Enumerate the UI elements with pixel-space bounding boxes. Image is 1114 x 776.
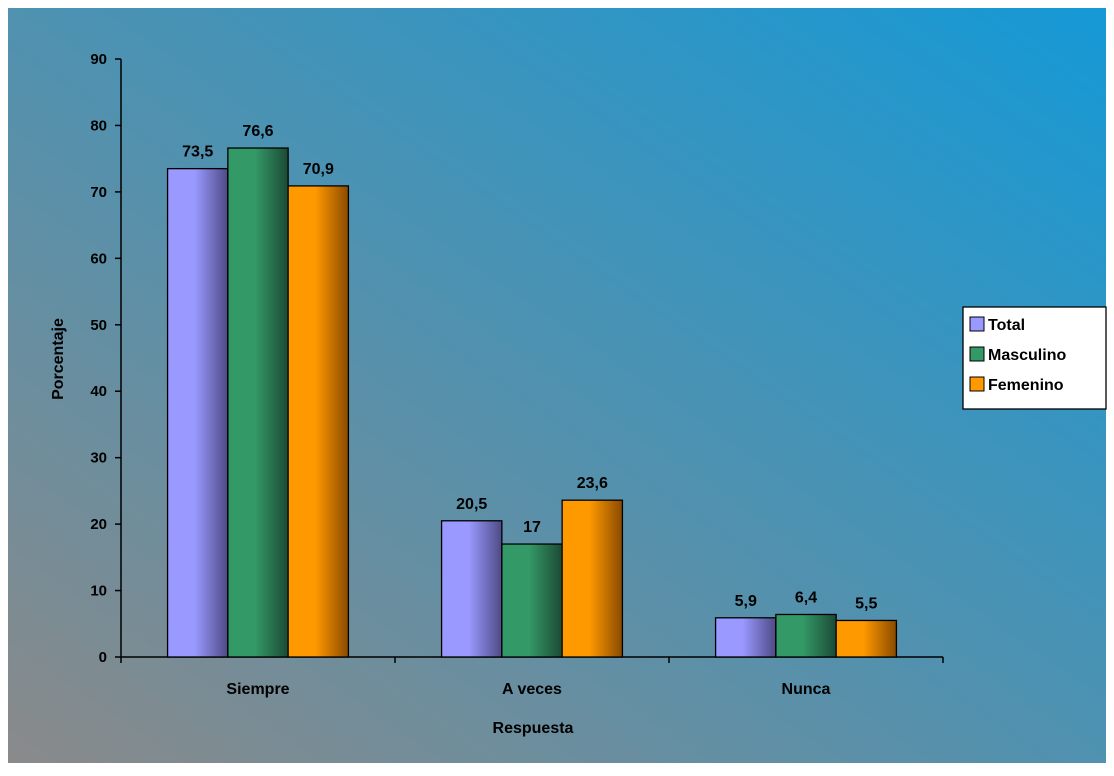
x-tick-label: Siempre bbox=[226, 681, 289, 698]
data-label: 70,9 bbox=[303, 161, 334, 178]
y-axis-label: Porcentaje bbox=[50, 318, 67, 400]
y-tick-label: 70 bbox=[90, 184, 107, 201]
y-tick-label: 0 bbox=[99, 649, 107, 666]
y-tick-label: 30 bbox=[90, 450, 107, 467]
legend-label-femenino: Femenino bbox=[988, 377, 1064, 394]
bar-total-0 bbox=[166, 167, 229, 658]
legend: Total Masculino Femenino bbox=[962, 306, 1107, 410]
data-label: 73,5 bbox=[182, 144, 213, 161]
y-tick-label: 50 bbox=[90, 317, 107, 334]
bar-masculino-1 bbox=[501, 543, 563, 658]
legend-box bbox=[962, 306, 1107, 410]
x-tick-label: A veces bbox=[502, 681, 562, 698]
legend-swatch-total bbox=[969, 316, 985, 332]
bar-masculino-0 bbox=[227, 147, 289, 658]
data-label: 76,6 bbox=[242, 123, 273, 140]
y-tick-label: 80 bbox=[90, 117, 107, 134]
data-label: 6,4 bbox=[795, 589, 817, 606]
y-tick-label: 90 bbox=[90, 51, 107, 68]
legend-swatch-femenino bbox=[969, 376, 985, 392]
x-axis-label: Respuesta bbox=[493, 720, 574, 737]
x-tick-label: Nunca bbox=[782, 681, 831, 698]
data-label: 23,6 bbox=[577, 475, 608, 492]
data-label: 20,5 bbox=[456, 496, 487, 513]
data-label: 5,5 bbox=[855, 595, 877, 612]
bar-femenino-1 bbox=[561, 499, 624, 658]
legend-label-masculino: Masculino bbox=[988, 347, 1066, 364]
bar-masculino-2 bbox=[775, 613, 837, 658]
bar-femenino-0 bbox=[287, 185, 350, 658]
bar-total-2 bbox=[714, 617, 777, 658]
legend-swatch-masculino bbox=[969, 346, 985, 362]
y-tick-label: 40 bbox=[90, 383, 107, 400]
bar-total-1 bbox=[440, 520, 503, 658]
bar-femenino-2 bbox=[835, 619, 898, 658]
y-tick-label: 20 bbox=[90, 516, 107, 533]
y-tick-label: 60 bbox=[90, 250, 107, 267]
legend-label-total: Total bbox=[988, 317, 1025, 334]
y-tick-label: 10 bbox=[90, 583, 107, 600]
data-label: 17 bbox=[523, 519, 541, 536]
data-label: 5,9 bbox=[735, 593, 757, 610]
